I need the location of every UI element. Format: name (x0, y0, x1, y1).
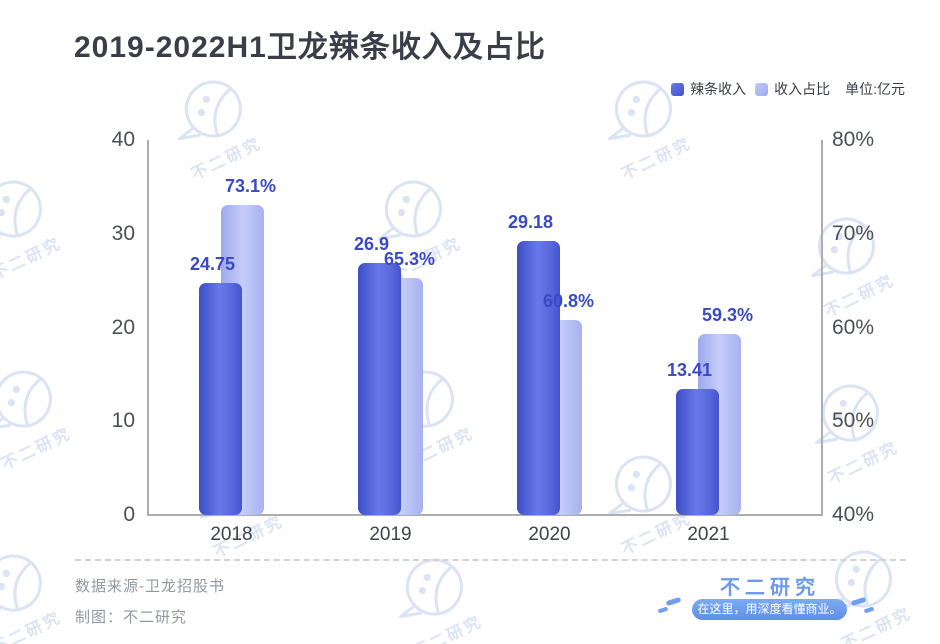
proportion-value-label: 73.1% (224, 175, 277, 196)
pill-dash-right2-icon (863, 606, 875, 614)
watermark-text: 不二研究 (822, 271, 898, 321)
revenue-value-label: 13.41 (666, 360, 713, 381)
x-axis-line (147, 514, 823, 516)
legend: 辣条收入 收入占比 单位:亿元 (671, 79, 905, 99)
left-axis-tick-label: 0 (123, 503, 135, 526)
brand-name: 不二研究 (720, 577, 820, 599)
pill-dash-left-icon (665, 596, 682, 607)
legend-item-proportion: 收入占比 (755, 79, 830, 99)
right-axis-tick-label: 80% (832, 128, 875, 151)
revenue-bar (199, 282, 242, 515)
category-label: 2018 (210, 524, 253, 545)
watermark-text: 不二研究 (839, 604, 915, 644)
watermark-text: 不二研究 (410, 612, 486, 644)
right-axis-tick-label: 50% (832, 409, 875, 433)
left-axis-tick-label: 40 (111, 128, 135, 151)
legend-label-revenue: 辣条收入 (690, 81, 747, 97)
brand-tagline-pill: 在这里，用深度看懂商业。 (692, 599, 847, 620)
left-axis-line (147, 140, 149, 516)
legend-label-proportion: 收入占比 (774, 81, 831, 97)
right-axis-tick-label: 60% (832, 315, 875, 339)
unit-label: 单位:亿元 (845, 81, 905, 97)
right-axis-line (821, 140, 823, 516)
watermark-text: 不二研究 (0, 234, 65, 284)
credit-text: 制图：不二研究 (75, 609, 188, 626)
left-axis-tick-label: 20 (111, 315, 135, 339)
watermark-text: 不二研究 (0, 424, 75, 474)
left-axis-tick-label: 30 (111, 221, 135, 245)
legend-item-revenue: 辣条收入 (671, 79, 746, 99)
pill-dash-right-icon (850, 596, 867, 607)
category-label: 2020 (528, 524, 571, 545)
revenue-value-label: 24.75 (189, 253, 236, 274)
category-label: 2021 (687, 524, 730, 545)
revenue-bar (517, 241, 560, 515)
watermark-text: 不二研究 (0, 608, 65, 644)
right-axis-tick-label: 40% (832, 503, 875, 526)
pill-dash-left2-icon (657, 606, 669, 614)
footer-divider (75, 559, 906, 561)
category-label: 2019 (369, 524, 412, 545)
brand-watermark-icon: 不二研究 (797, 377, 927, 497)
revenue-value-label: 29.18 (507, 212, 554, 233)
proportion-swatch-icon (755, 82, 769, 96)
data-source-text: 数据来源-卫龙招股书 (75, 578, 225, 595)
brand-watermark-icon: 不二研究 (381, 551, 511, 644)
chart-title: 2019-2022H1卫龙辣条收入及占比 (74, 31, 546, 64)
proportion-value-label: 60.8% (542, 291, 595, 311)
proportion-value-label: 59.3% (701, 305, 754, 326)
left-axis-tick-label: 10 (111, 409, 135, 433)
watermark-text: 不二研究 (619, 134, 695, 184)
revenue-bar (676, 389, 719, 515)
revenue-bar (358, 262, 401, 515)
proportion-value-label: 65.3% (383, 248, 436, 269)
revenue-swatch-icon (671, 82, 685, 96)
right-axis-tick-label: 70% (832, 221, 875, 245)
watermark-text: 不二研究 (826, 438, 902, 488)
